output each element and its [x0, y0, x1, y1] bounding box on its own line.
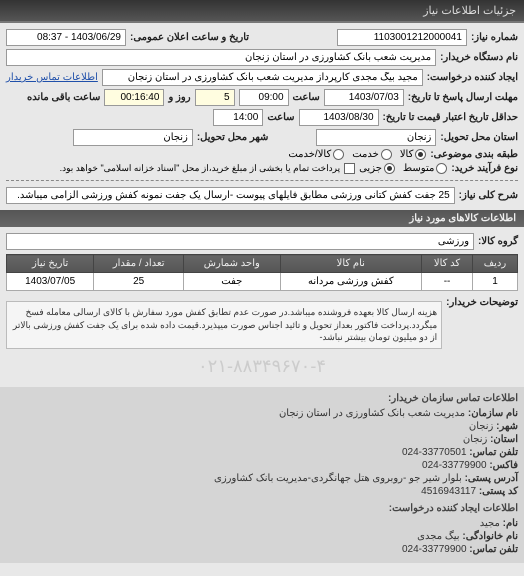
nyaz-number-input[interactable] — [337, 29, 467, 46]
deadline-time-input[interactable] — [239, 89, 289, 106]
td-row: 1 — [473, 273, 518, 291]
contact-org: مدیریت شعب بانک کشاورزی در استان زنجان — [279, 408, 465, 419]
org-label: نام دستگاه خریدار: — [440, 52, 518, 63]
contact-family-label: نام خانوادگی: — [462, 531, 518, 542]
radio-kala-khadmat[interactable] — [333, 149, 344, 160]
contact-link[interactable]: اطلاعات تماس خریدار — [6, 72, 98, 83]
contact-city-label: شهر: — [496, 421, 518, 432]
contact-phone2: 33779900-024 — [402, 544, 467, 555]
contact-postal-label: کد پستی: — [479, 486, 518, 497]
radio-khadmat-label: خدمت — [352, 149, 379, 160]
watermark: ۰۲۱-۸۸۳۴۹۶۷۰-۴ — [6, 352, 518, 381]
td-date: 1403/07/05 — [7, 273, 94, 291]
group-input[interactable] — [6, 233, 474, 250]
th-name: نام کالا — [280, 255, 422, 273]
th-code: کد کالا — [422, 255, 473, 273]
remain-time-input — [104, 89, 164, 106]
process-label: نوع فرآیند خرید: — [451, 163, 518, 174]
contact-org-label: نام سازمان: — [468, 408, 518, 419]
contact-phone: 33770501-024 — [402, 447, 467, 458]
page-header: جزئیات اطلاعات نیاز — [0, 0, 524, 23]
items-table: ردیف کد کالا نام کالا واحد شمارش تعداد /… — [6, 254, 518, 291]
contact-postal: 4516943117 — [421, 486, 476, 497]
remain-days-label: روز و — [168, 92, 190, 103]
th-unit: واحد شمارش — [184, 255, 280, 273]
validity-label: حداقل تاریخ اعتبار قیمت تا تاریخ: — [383, 112, 518, 123]
desc-title-label: شرح کلی نیاز: — [459, 190, 518, 201]
radio-kala[interactable] — [415, 149, 426, 160]
td-code: -- — [422, 273, 473, 291]
contact-name-label: نام: — [503, 518, 518, 529]
validity-date-input[interactable] — [299, 109, 379, 126]
radio-kala-label: کالا — [400, 149, 414, 160]
radio-jozi-label: جزیی — [359, 163, 382, 174]
td-unit: جفت — [184, 273, 280, 291]
validity-time-input[interactable] — [213, 109, 263, 126]
contact-section-title: اطلاعات تماس سازمان خریدار: — [6, 393, 518, 404]
creator-label: ایجاد کننده درخواست: — [427, 72, 518, 83]
creator-section-title: اطلاعات ایجاد کننده درخواست: — [6, 503, 518, 514]
contact-family: بیگ مجدی — [417, 531, 459, 542]
contact-city: زنجان — [469, 421, 493, 432]
remain-suffix: ساعت باقی مانده — [27, 92, 100, 103]
remain-days-input — [195, 89, 235, 106]
deadline-label: مهلت ارسال پاسخ تا تاریخ: — [408, 92, 518, 103]
province-label: استان محل تحویل: — [440, 132, 518, 143]
radio-motavaset-label: متوسط — [403, 163, 434, 174]
items-section-header: اطلاعات کالاهای مورد نیاز — [0, 210, 524, 227]
city-input[interactable] — [73, 129, 193, 146]
nyaz-number-label: شماره نیاز: — [471, 32, 518, 43]
announce-label: تاریخ و ساعت اعلان عمومی: — [130, 32, 249, 43]
deadline-time-label: ساعت — [293, 92, 320, 103]
contact-address: بلوار شیر جو -روبروی هتل جهانگردی-مدیریت… — [214, 473, 462, 484]
contact-phone-label: تلفن تماس: — [469, 447, 518, 458]
th-date: تاریخ نیاز — [7, 255, 94, 273]
province-input[interactable] — [316, 129, 436, 146]
contact-phone2-label: تلفن تماس: — [469, 544, 518, 555]
th-row: ردیف — [473, 255, 518, 273]
radio-khadmat[interactable] — [381, 149, 392, 160]
buyer-desc-box: هزینه ارسال کالا بعهده فروشنده میباشد.در… — [6, 301, 442, 349]
td-name: کفش ورزشی مردانه — [280, 273, 422, 291]
group-label: گروه کالا: — [478, 236, 518, 247]
contact-fax-label: فاکس: — [489, 460, 518, 471]
th-qty: تعداد / مقدار — [94, 255, 184, 273]
checkbox-note[interactable] — [344, 163, 355, 174]
desc-title-input[interactable] — [6, 187, 455, 204]
category-label: طبقه بندی موضوعی: — [430, 149, 518, 160]
table-row: 1 -- کفش ورزشی مردانه جفت 25 1403/07/05 — [7, 273, 518, 291]
contact-name: مجید — [480, 518, 500, 529]
announce-input[interactable] — [6, 29, 126, 46]
note-text: پرداخت تمام یا بخشی از مبلغ خرید،از محل … — [60, 163, 340, 174]
org-input[interactable] — [6, 49, 436, 66]
creator-input[interactable] — [102, 69, 423, 86]
radio-kala-khadmat-label: کالا/خدمت — [288, 149, 331, 160]
deadline-date-input[interactable] — [324, 89, 404, 106]
contact-fax: 33779900-024 — [422, 460, 487, 471]
contact-address-label: آدرس پستی: — [465, 473, 518, 484]
buyer-desc-label: توضیحات خریدار: — [446, 297, 518, 308]
contact-province-label: استان: — [490, 434, 518, 445]
radio-motavaset[interactable] — [436, 163, 447, 174]
contact-province: زنجان — [463, 434, 487, 445]
radio-jozi[interactable] — [384, 163, 395, 174]
city-label: شهر محل تحویل: — [197, 132, 269, 143]
validity-time-label: ساعت — [267, 112, 294, 123]
td-qty: 25 — [94, 273, 184, 291]
